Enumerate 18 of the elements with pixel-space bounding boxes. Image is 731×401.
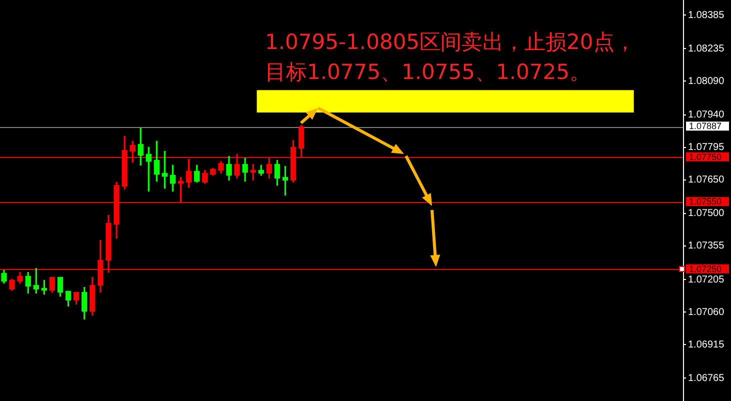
y-tick-label: 1.06765 — [688, 372, 725, 384]
y-tick-label: 1.08235 — [688, 43, 725, 54]
ref-line-label: 1.07750 — [689, 152, 722, 162]
ref-line-label: 1.07550 — [689, 196, 722, 207]
y-tick-label: 1.06915 — [688, 339, 725, 350]
y-tick-label: 1.07205 — [688, 274, 725, 286]
y-tick-label: 1.07940 — [688, 110, 725, 121]
y-tick-label: 1.07355 — [688, 240, 725, 252]
annotation: 目标1.0775、1.0755、1.0725。 — [265, 59, 592, 86]
y-tick-label: 1.07795 — [688, 142, 725, 154]
annotation: 1.0795-1.0805区间卖出，止损20点， — [265, 29, 636, 56]
ref-line-label: 1.07250 — [689, 264, 722, 274]
y-tick-label: 1.08385 — [688, 10, 725, 21]
y-tick-label: 1.07500 — [688, 208, 725, 220]
y-tick-label: 1.07060 — [688, 306, 725, 318]
y-tick-label: 1.07650 — [688, 174, 725, 186]
y-tick-label: 1.08090 — [688, 76, 725, 87]
ref-line-label: 1.07887 — [689, 121, 722, 132]
